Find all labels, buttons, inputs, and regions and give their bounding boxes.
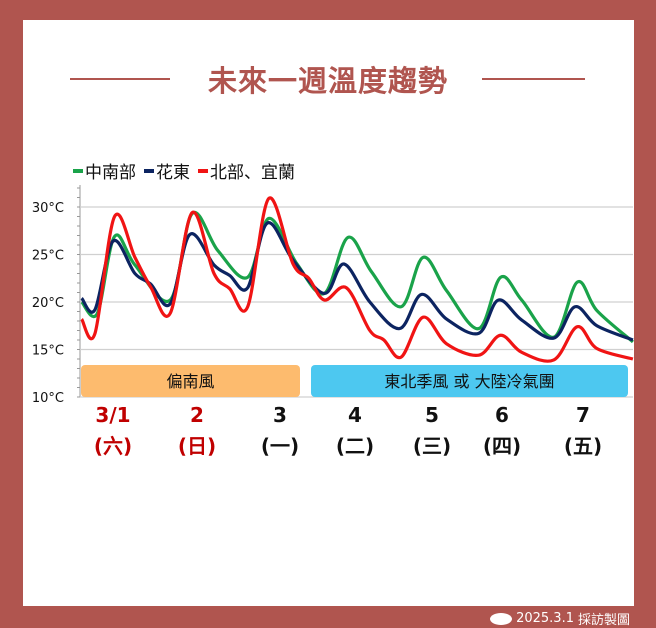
legend-label: 中南部 [85,163,136,183]
x-tick-weekday: (六) [93,434,133,458]
x-tick-date: 3/1 [95,403,131,427]
footer-date: 2025.3.1 [516,611,574,626]
y-tick-label: 25°C [32,249,64,264]
wind-band-label: 東北季風 或 大陸冷氣團 [384,372,554,391]
y-tick-label: 15°C [32,344,64,359]
x-tick-weekday: (四) [482,434,522,458]
cna-logo-icon [490,612,513,625]
page-title: 未來一週溫度趨勢 [207,64,448,98]
series-line [80,221,634,342]
legend-item-north-yilan: 北部、宜蘭 [198,158,295,183]
x-tick-weekday: (日) [177,434,217,458]
legend-label: 花東 [156,163,190,183]
wind-band [81,365,300,397]
legend: 中南部 花東 北部、宜蘭 [73,158,295,183]
x-tick-date: 3 [273,403,287,427]
x-tick-weekday: (五) [563,434,603,458]
legend-item-east: 花東 [144,158,190,183]
legend-label: 北部、宜蘭 [210,163,295,183]
x-tick-weekday: (三) [412,434,452,458]
title-rule-left [70,78,170,80]
x-tick-weekday: (二) [335,434,375,458]
x-tick-date: 6 [495,403,509,427]
y-tick-label: 20°C [32,296,64,311]
footer-credit: 採訪製圖 [577,613,630,628]
x-tick-date: 5 [425,403,439,427]
legend-swatch [198,168,208,173]
wind-band-label: 偏南風 [166,372,214,391]
title-rule-right [482,78,585,80]
footer: 2025.3.1 採訪製圖 [490,609,630,628]
legend-swatch [144,168,154,173]
x-tick-date: 7 [576,403,590,427]
y-tick-label: 30°C [32,201,64,216]
x-tick-weekday: (一) [260,434,300,458]
wind-band [311,365,628,397]
x-tick-date: 4 [348,403,362,427]
series-line [80,210,634,344]
y-tick-label: 10°C [32,391,64,406]
series-line [80,196,634,363]
legend-item-central-south: 中南部 [73,158,136,183]
legend-swatch [73,168,83,173]
x-tick-date: 2 [190,403,204,427]
